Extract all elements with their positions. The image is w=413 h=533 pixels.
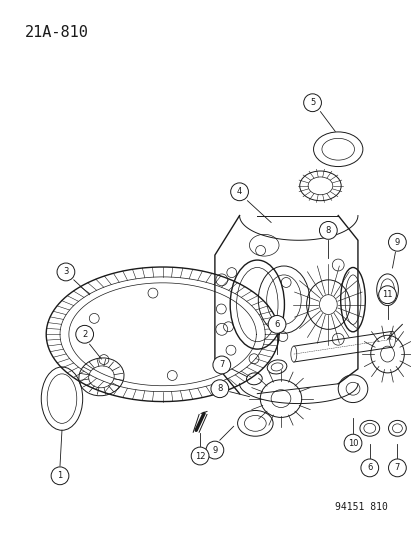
Circle shape [206, 441, 223, 459]
Text: 9: 9 [394, 238, 399, 247]
Circle shape [387, 459, 405, 477]
Text: 8: 8 [325, 226, 330, 235]
Text: 7: 7 [394, 463, 399, 472]
Text: 9: 9 [212, 446, 217, 455]
Text: 3: 3 [63, 268, 69, 277]
Circle shape [387, 233, 405, 251]
Text: 7: 7 [218, 360, 224, 369]
Circle shape [343, 434, 361, 452]
Text: 11: 11 [381, 290, 392, 299]
Text: 4: 4 [236, 187, 242, 196]
Text: 12: 12 [195, 451, 205, 461]
Ellipse shape [290, 346, 296, 362]
Circle shape [51, 467, 69, 484]
Circle shape [76, 325, 93, 343]
Text: 10: 10 [347, 439, 357, 448]
Circle shape [319, 222, 337, 239]
Circle shape [360, 459, 378, 477]
Text: 8: 8 [216, 384, 222, 393]
Circle shape [212, 356, 230, 374]
Text: 1: 1 [57, 471, 62, 480]
Text: 94151 810: 94151 810 [334, 503, 387, 512]
Circle shape [57, 263, 75, 281]
Text: 6: 6 [274, 320, 279, 329]
Ellipse shape [389, 332, 394, 347]
Circle shape [378, 286, 396, 304]
Circle shape [211, 380, 228, 398]
Text: 6: 6 [366, 463, 372, 472]
Text: 21A-810: 21A-810 [24, 25, 88, 39]
Text: 2: 2 [82, 330, 87, 339]
Circle shape [191, 447, 209, 465]
Circle shape [268, 316, 285, 333]
Circle shape [303, 94, 320, 111]
Circle shape [230, 183, 248, 201]
Text: 5: 5 [309, 98, 314, 107]
